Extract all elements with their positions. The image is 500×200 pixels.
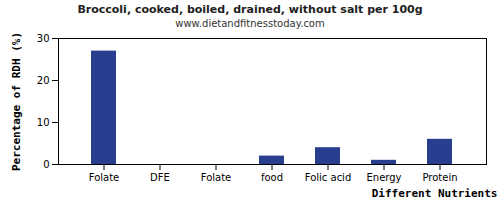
svg-text:Folic acid: Folic acid [305,172,352,183]
svg-text:Different Nutrients: Different Nutrients [372,187,498,200]
svg-text:10: 10 [37,117,50,128]
svg-text:food: food [261,172,283,183]
svg-text:DFE: DFE [150,172,170,183]
svg-text:0: 0 [43,159,49,170]
html-text:Broccoli, cooked, boiled, drai: Broccoli, cooked, boiled, drained, witho… [77,3,423,16]
svg-text:Percentage of RDH (%): Percentage of RDH (%) [10,32,23,171]
svg-text:Folate: Folate [201,172,232,183]
svg-text:20: 20 [37,75,50,86]
svg-text:Energy: Energy [366,172,401,183]
svg-text:30: 30 [37,33,50,44]
svg-text:Folate: Folate [89,172,120,183]
html-text:www.dietandfitnesstoday.com: www.dietandfitnesstoday.com [175,18,325,29]
svg-text:Protein: Protein [422,172,457,183]
